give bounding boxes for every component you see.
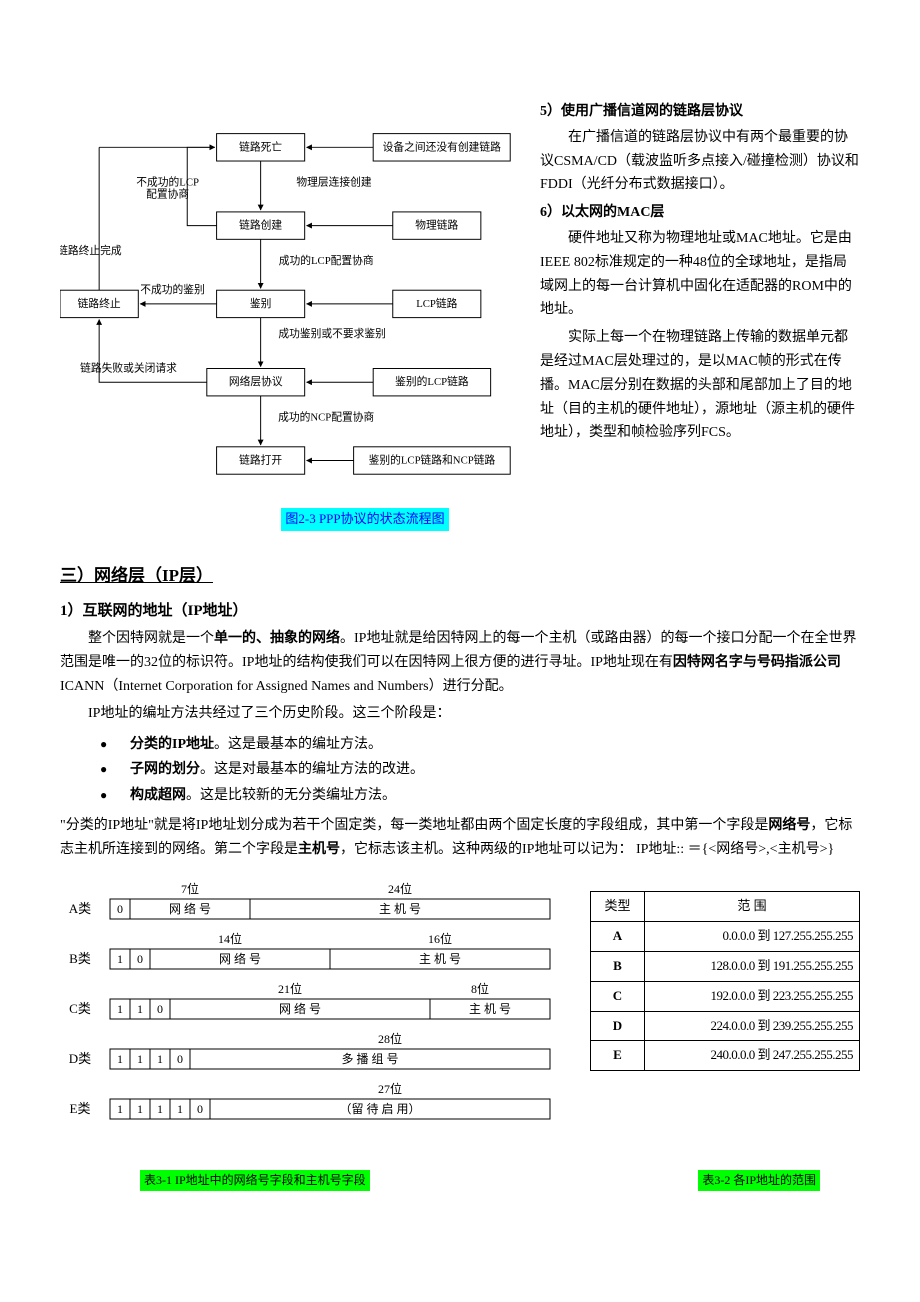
svg-text:不成功的LCP: 不成功的LCP xyxy=(136,176,199,189)
svg-text:多 播 组 号: 多 播 组 号 xyxy=(341,1052,398,1066)
svg-text:成功的LCP配置协商: 成功的LCP配置协商 xyxy=(279,254,374,267)
svg-text:（留 待 启 用）: （留 待 启 用） xyxy=(339,1102,420,1116)
para-5: 在广播信道的链路层协议中有两个最重要的协议CSMA/CD（载波监听多点接入/碰撞… xyxy=(540,126,860,197)
heading-6: 6）以太网的MAC层 xyxy=(540,201,860,225)
svg-text:21位: 21位 xyxy=(278,981,302,996)
svg-text:LCP链路: LCP链路 xyxy=(416,297,457,310)
svg-text:链路死亡: 链路死亡 xyxy=(239,140,282,153)
svg-text:A类: A类 xyxy=(69,901,91,916)
svg-text:0: 0 xyxy=(137,952,143,966)
svg-text:1: 1 xyxy=(137,1002,143,1016)
list-item: 构成超网。这是比较新的无分类编址方法。 xyxy=(100,783,860,808)
section-3-sub1: 1）互联网的地址（IP地址） xyxy=(60,599,860,623)
section-3-p3: "分类的IP地址"就是将IP地址划分成为若干个固定类，每一类地址都由两个固定长度… xyxy=(60,814,860,862)
svg-text:1: 1 xyxy=(117,952,123,966)
top-section: 链路死亡设备之间还没有创建链路链路创建物理链路鉴别LCP链路链路终止网络层协议鉴… xyxy=(60,100,860,532)
right-column-text: 5）使用广播信道网的链路层协议 在广播信道的链路层协议中有两个最重要的协议CSM… xyxy=(540,100,860,532)
svg-text:0: 0 xyxy=(157,1002,163,1016)
captions-row: 表3-1 IP地址中的网络号字段和主机号字段 表3-2 各IP地址的范围 xyxy=(60,1170,860,1191)
table-row: E240.0.0.0 到 247.255.255.255 xyxy=(591,1041,860,1071)
section-3-p1: 整个因特网就是一个单一的、抽象的网络。IP地址就是给因特网上的每一个主机（或路由… xyxy=(60,627,860,698)
svg-text:成功鉴别或不要求鉴别: 成功鉴别或不要求鉴别 xyxy=(278,327,386,340)
bullet-list: 分类的IP地址。这是最基本的编址方法。 子网的划分。这是对最基本的编址方法的改进… xyxy=(100,732,860,808)
ip-range-table-container: 类型 范 围 A0.0.0.0 到 127.255.255.255B128.0.… xyxy=(590,891,860,1071)
ip-structure-diagram: 7位24位A类0网 络 号主 机 号14位16位B类10网 络 号主 机 号21… xyxy=(60,881,560,1149)
svg-text:链路打开: 链路打开 xyxy=(239,454,282,467)
range-header-range: 范 围 xyxy=(644,892,859,922)
svg-text:鉴别的LCP链路: 鉴别的LCP链路 xyxy=(395,375,469,388)
range-header-type: 类型 xyxy=(591,892,645,922)
svg-text:1: 1 xyxy=(157,1102,163,1116)
svg-text:1: 1 xyxy=(137,1052,143,1066)
svg-text:B类: B类 xyxy=(69,951,91,966)
svg-text:D类: D类 xyxy=(69,1051,91,1066)
flowchart-container: 链路死亡设备之间还没有创建链路链路创建物理链路鉴别LCP链路链路终止网络层协议鉴… xyxy=(60,100,520,532)
para-6a: 硬件地址又称为物理地址或MAC地址。它是由IEEE 802标准规定的一种48位的… xyxy=(540,227,860,322)
svg-text:配置协商: 配置协商 xyxy=(146,187,189,200)
svg-text:8位: 8位 xyxy=(471,981,489,996)
svg-text:不成功的鉴别: 不成功的鉴别 xyxy=(140,283,205,296)
table-row: D224.0.0.0 到 239.255.255.255 xyxy=(591,1011,860,1041)
svg-text:1: 1 xyxy=(157,1052,163,1066)
svg-text:鉴别的LCP链路和NCP链路: 鉴别的LCP链路和NCP链路 xyxy=(369,454,496,467)
svg-text:网络层协议: 网络层协议 xyxy=(229,375,283,388)
svg-text:鉴别: 鉴别 xyxy=(250,297,272,310)
svg-text:网 络 号: 网 络 号 xyxy=(279,1001,321,1016)
svg-text:主 机 号: 主 机 号 xyxy=(469,1002,511,1016)
svg-text:链路终止: 链路终止 xyxy=(78,297,121,310)
svg-text:1: 1 xyxy=(177,1102,183,1116)
svg-text:LCP链路终止完成: LCP链路终止完成 xyxy=(60,244,122,257)
svg-text:主 机 号: 主 机 号 xyxy=(379,902,421,916)
list-item: 子网的划分。这是对最基本的编址方法的改进。 xyxy=(100,757,860,782)
ip-range-table: 类型 范 围 A0.0.0.0 到 127.255.255.255B128.0.… xyxy=(590,891,860,1071)
svg-text:网 络 号: 网 络 号 xyxy=(219,951,261,966)
svg-text:主 机 号: 主 机 号 xyxy=(419,952,461,966)
heading-5: 5）使用广播信道网的链路层协议 xyxy=(540,100,860,124)
list-item: 分类的IP地址。这是最基本的编址方法。 xyxy=(100,732,860,757)
caption-ranges: 表3-2 各IP地址的范围 xyxy=(698,1170,820,1191)
svg-text:7位: 7位 xyxy=(181,881,199,896)
svg-text:1: 1 xyxy=(117,1052,123,1066)
svg-text:1: 1 xyxy=(117,1102,123,1116)
svg-text:设备之间还没有创建链路: 设备之间还没有创建链路 xyxy=(383,140,502,153)
svg-text:14位: 14位 xyxy=(218,931,242,946)
svg-text:16位: 16位 xyxy=(428,931,452,946)
table-row: B128.0.0.0 到 191.255.255.255 xyxy=(591,951,860,981)
table-row: C192.0.0.0 到 223.255.255.255 xyxy=(591,981,860,1011)
svg-text:E类: E类 xyxy=(70,1101,91,1116)
tables-row: 7位24位A类0网 络 号主 机 号14位16位B类10网 络 号主 机 号21… xyxy=(60,881,860,1149)
svg-text:链路失败或关闭请求: 链路失败或关闭请求 xyxy=(80,362,177,375)
para-6b: 实际上每一个在物理链路上传输的数据单元都是经过MAC层处理过的，是以MAC帧的形… xyxy=(540,326,860,445)
svg-text:28位: 28位 xyxy=(378,1031,402,1046)
svg-text:0: 0 xyxy=(197,1102,203,1116)
svg-text:24位: 24位 xyxy=(388,881,412,896)
svg-text:1: 1 xyxy=(117,1002,123,1016)
section-3-p2: IP地址的编址方法共经过了三个历史阶段。这三个阶段是： xyxy=(60,702,860,726)
svg-text:物理链路: 物理链路 xyxy=(415,219,458,232)
svg-text:C类: C类 xyxy=(69,1001,91,1016)
caption-structure: 表3-1 IP地址中的网络号字段和主机号字段 xyxy=(140,1170,370,1191)
svg-text:1: 1 xyxy=(137,1102,143,1116)
svg-text:成功的NCP配置协商: 成功的NCP配置协商 xyxy=(278,410,374,423)
flowchart-caption: 图2-3 PPP协议的状态流程图 xyxy=(281,508,448,531)
table-row: A0.0.0.0 到 127.255.255.255 xyxy=(591,922,860,952)
section-3-title: 三）网络层（IP层） xyxy=(60,562,860,589)
svg-text:链路创建: 链路创建 xyxy=(239,219,282,232)
svg-text:0: 0 xyxy=(117,902,123,916)
svg-text:27位: 27位 xyxy=(378,1081,402,1096)
svg-text:网 络 号: 网 络 号 xyxy=(169,901,211,916)
svg-text:0: 0 xyxy=(177,1052,183,1066)
ppp-flowchart: 链路死亡设备之间还没有创建链路链路创建物理链路鉴别LCP链路链路终止网络层协议鉴… xyxy=(60,100,520,500)
svg-text:物理层连接创建: 物理层连接创建 xyxy=(296,176,372,189)
